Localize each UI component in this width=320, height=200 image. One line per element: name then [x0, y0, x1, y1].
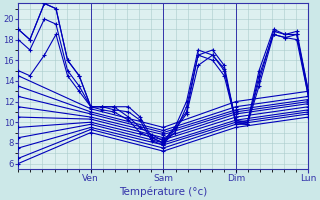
X-axis label: Température (°c): Température (°c)	[119, 186, 207, 197]
